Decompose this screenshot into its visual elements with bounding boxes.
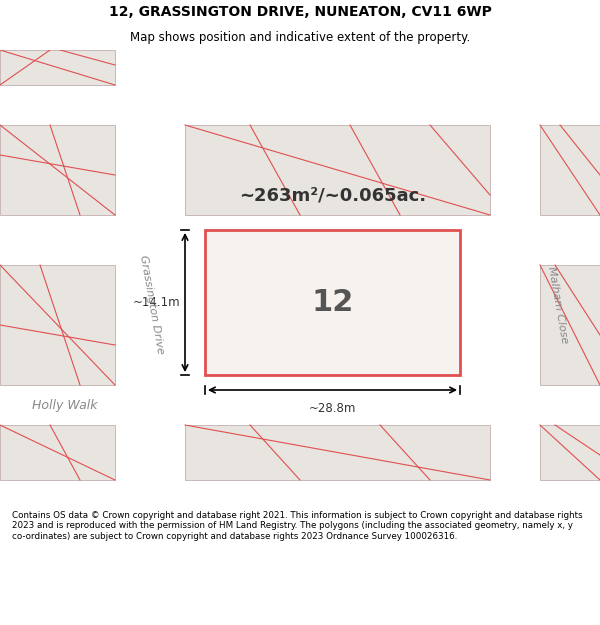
Text: ~14.1m: ~14.1m <box>133 296 180 309</box>
Text: Holly Walk: Holly Walk <box>32 399 98 411</box>
Polygon shape <box>0 50 115 85</box>
Text: ~28.8m: ~28.8m <box>309 402 356 415</box>
Polygon shape <box>0 125 115 215</box>
Text: Malham Close: Malham Close <box>546 266 570 344</box>
Text: ~263m²/~0.065ac.: ~263m²/~0.065ac. <box>239 186 426 204</box>
Text: Map shows position and indicative extent of the property.: Map shows position and indicative extent… <box>130 31 470 44</box>
Text: 12: 12 <box>311 288 353 317</box>
Polygon shape <box>490 50 590 505</box>
Polygon shape <box>540 125 600 215</box>
Polygon shape <box>185 125 490 215</box>
Text: Contains OS data © Crown copyright and database right 2021. This information is : Contains OS data © Crown copyright and d… <box>12 511 583 541</box>
Polygon shape <box>540 265 600 385</box>
Polygon shape <box>0 265 115 385</box>
Polygon shape <box>0 385 175 425</box>
Polygon shape <box>0 480 600 505</box>
Text: Grassington Drive: Grassington Drive <box>139 255 166 355</box>
Polygon shape <box>115 50 185 505</box>
Polygon shape <box>540 425 600 480</box>
Polygon shape <box>205 230 460 375</box>
Polygon shape <box>185 425 490 480</box>
Polygon shape <box>0 85 600 125</box>
Polygon shape <box>0 425 115 480</box>
Text: 12, GRASSINGTON DRIVE, NUNEATON, CV11 6WP: 12, GRASSINGTON DRIVE, NUNEATON, CV11 6W… <box>109 6 491 19</box>
